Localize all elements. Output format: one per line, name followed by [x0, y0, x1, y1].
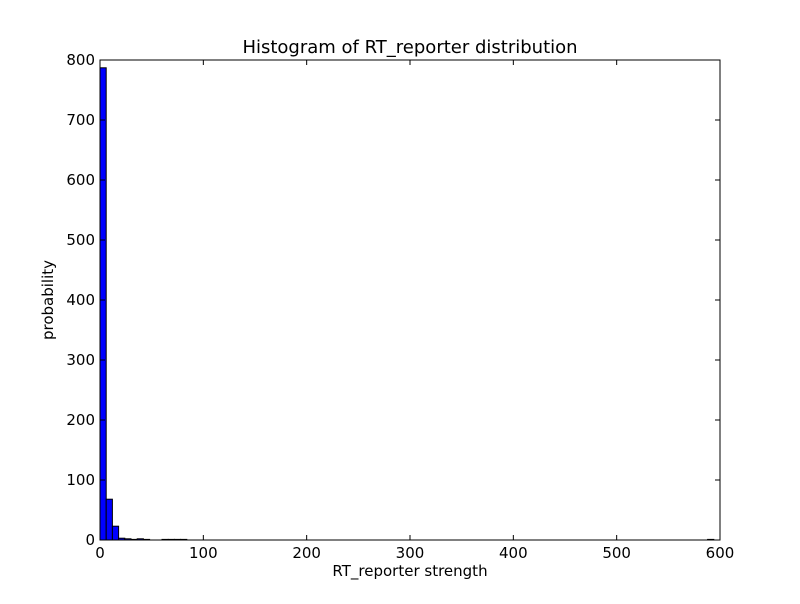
y-axis-label: probability [39, 260, 57, 340]
x-tick-label: 200 [292, 544, 321, 562]
x-tick-label: 400 [499, 544, 528, 562]
y-tick-label: 200 [66, 411, 95, 429]
y-tick-label: 400 [66, 291, 95, 309]
y-tick-label: 100 [66, 471, 95, 489]
y-tick-label: 800 [66, 51, 95, 69]
y-tick-label: 600 [66, 171, 95, 189]
x-axis-label: RT_reporter strength [332, 562, 487, 581]
y-tick-label: 0 [85, 531, 95, 549]
y-tick-label: 500 [66, 231, 95, 249]
x-tick-label: 600 [706, 544, 735, 562]
x-tick-label: 500 [602, 544, 631, 562]
x-tick-label: 100 [189, 544, 218, 562]
x-tick-label: 0 [95, 544, 105, 562]
chart-title: Histogram of RT_reporter distribution [242, 37, 577, 58]
y-tick-label: 700 [66, 111, 95, 129]
x-tick-label: 300 [396, 544, 425, 562]
histogram-bar-1 [105, 498, 113, 541]
histogram-bar-0 [99, 67, 107, 541]
y-tick-label: 300 [66, 351, 95, 369]
ticks-layer: 0 100 200 300 400 500 600 0 100 200 300 400 500 600 70… [66, 51, 734, 562]
histogram-bar-2 [111, 525, 120, 541]
